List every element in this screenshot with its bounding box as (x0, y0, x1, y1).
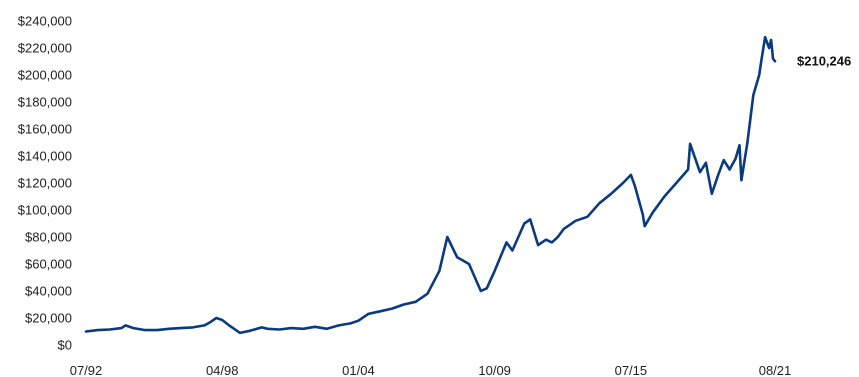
x-tick-label: 01/04 (342, 363, 375, 377)
y-tick-label: $200,000 (18, 68, 72, 83)
y-tick-label: $120,000 (18, 176, 72, 191)
x-tick-label: 07/15 (615, 363, 648, 377)
y-tick-label: $20,000 (25, 311, 72, 326)
y-axis: $0 $20,000 $40,000 $60,000 $80,000 $100,000 $1… (18, 14, 72, 353)
y-tick-label: $40,000 (25, 284, 72, 299)
end-value-label: $210,246 (797, 54, 851, 69)
y-tick-label: $0 (58, 338, 72, 353)
series-group (84, 35, 777, 335)
y-tick-label: $100,000 (18, 203, 72, 218)
series-line (84, 35, 777, 335)
y-tick-label: $160,000 (18, 122, 72, 137)
y-tick-label: $60,000 (25, 257, 72, 272)
y-tick-label: $240,000 (18, 14, 72, 29)
x-tick-label: 08/21 (759, 363, 792, 377)
x-tick-label: 10/09 (478, 363, 511, 377)
y-tick-label: $180,000 (18, 95, 72, 110)
y-tick-label: $80,000 (25, 230, 72, 245)
y-tick-label: $220,000 (18, 41, 72, 56)
x-tick-label: 04/98 (206, 363, 239, 377)
x-axis: 07/92 04/98 01/04 10/09 07/15 08/21 (70, 363, 792, 377)
x-tick-label: 07/92 (70, 363, 103, 377)
y-tick-label: $140,000 (18, 149, 72, 164)
